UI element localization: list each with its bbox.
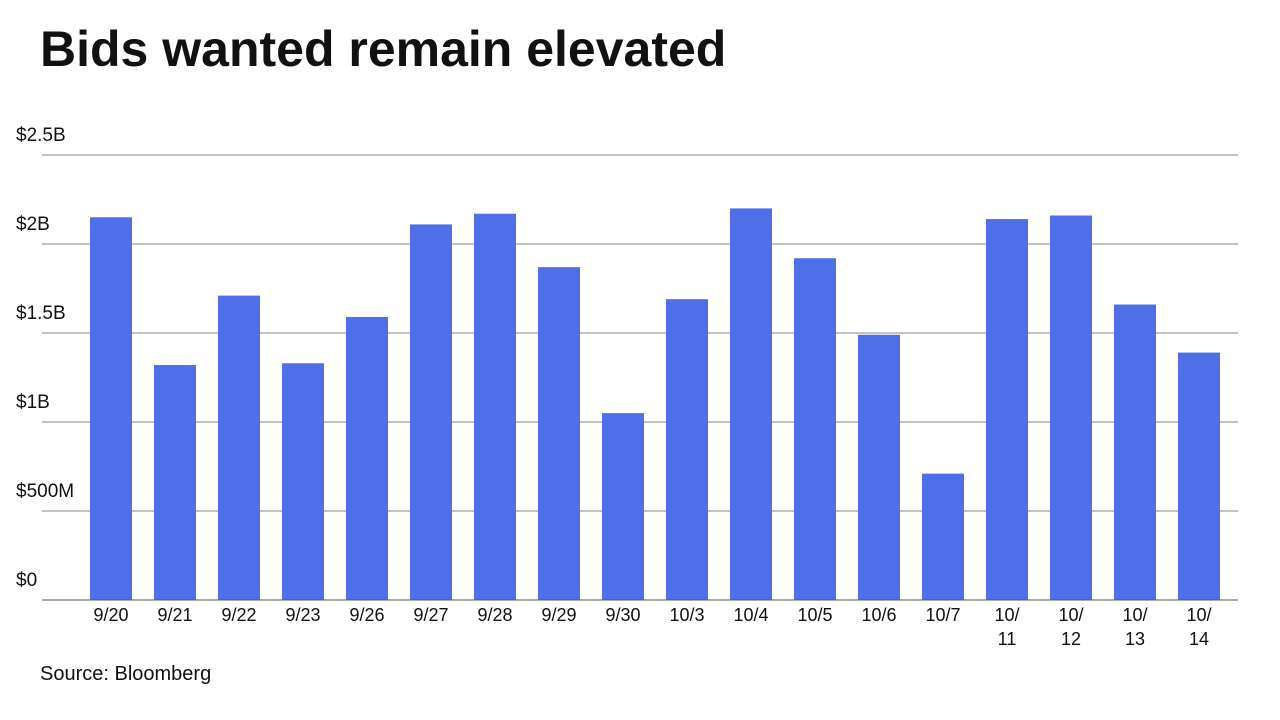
- bar: [154, 365, 196, 600]
- y-tick-label: $500M: [16, 481, 74, 502]
- y-tick-label: $0: [16, 570, 37, 591]
- x-tick-label: 10/7: [925, 605, 960, 625]
- bar: [218, 295, 260, 600]
- x-tick-label: 9/28: [477, 605, 512, 625]
- x-tick-label: 9/26: [349, 605, 384, 625]
- x-tick-label: 9/20: [93, 605, 128, 625]
- bar: [1114, 304, 1156, 600]
- bar: [602, 413, 644, 600]
- bar: [410, 224, 452, 601]
- x-tick-label-line: 13: [1125, 629, 1145, 649]
- bar: [1178, 352, 1220, 600]
- x-tick-label-line: 10/: [1122, 605, 1147, 625]
- x-tick-label: 10/12: [1058, 605, 1083, 649]
- bar: [90, 217, 132, 601]
- y-tick-label: $2.5B: [16, 125, 66, 146]
- x-tick-label-line: 10/: [1058, 605, 1083, 625]
- x-tick-label-line: 12: [1061, 629, 1081, 649]
- x-tick-label-line: 10/: [1186, 605, 1211, 625]
- bar: [922, 473, 964, 600]
- x-tick-label: 10/13: [1122, 605, 1147, 649]
- bar: [730, 208, 772, 600]
- x-tick-label: 9/30: [605, 605, 640, 625]
- x-tick-label: 10/4: [733, 605, 768, 625]
- bar: [986, 219, 1028, 600]
- x-tick-label: 10/11: [994, 605, 1019, 649]
- x-tick-label: 9/27: [413, 605, 448, 625]
- x-tick-label: 9/29: [541, 605, 576, 625]
- x-tick-label-line: 14: [1189, 629, 1209, 649]
- x-tick-label: 9/22: [221, 605, 256, 625]
- bar: [474, 213, 516, 601]
- x-tick-label: 10/14: [1186, 605, 1211, 649]
- x-tick-label-line: 10/: [994, 605, 1019, 625]
- x-tick-label: 9/21: [157, 605, 192, 625]
- y-tick-label: $1.5B: [16, 303, 66, 324]
- bar: [794, 258, 836, 600]
- chart-title: Bids wanted remain elevated: [40, 21, 726, 77]
- bar: [666, 299, 708, 600]
- bar: [538, 267, 580, 600]
- bar: [858, 334, 900, 600]
- bar: [1050, 215, 1092, 600]
- bar: [346, 316, 388, 600]
- bar: [282, 363, 324, 600]
- y-tick-label: $1B: [16, 392, 50, 413]
- x-tick-label: 10/6: [861, 605, 896, 625]
- x-tick-label-line: 11: [998, 629, 1017, 649]
- x-tick-label: 10/5: [797, 605, 832, 625]
- x-tick-label: 10/3: [669, 605, 704, 625]
- source-note: Source: Bloomberg: [40, 663, 211, 685]
- x-tick-label: 9/23: [285, 605, 320, 625]
- y-tick-label: $2B: [16, 214, 50, 235]
